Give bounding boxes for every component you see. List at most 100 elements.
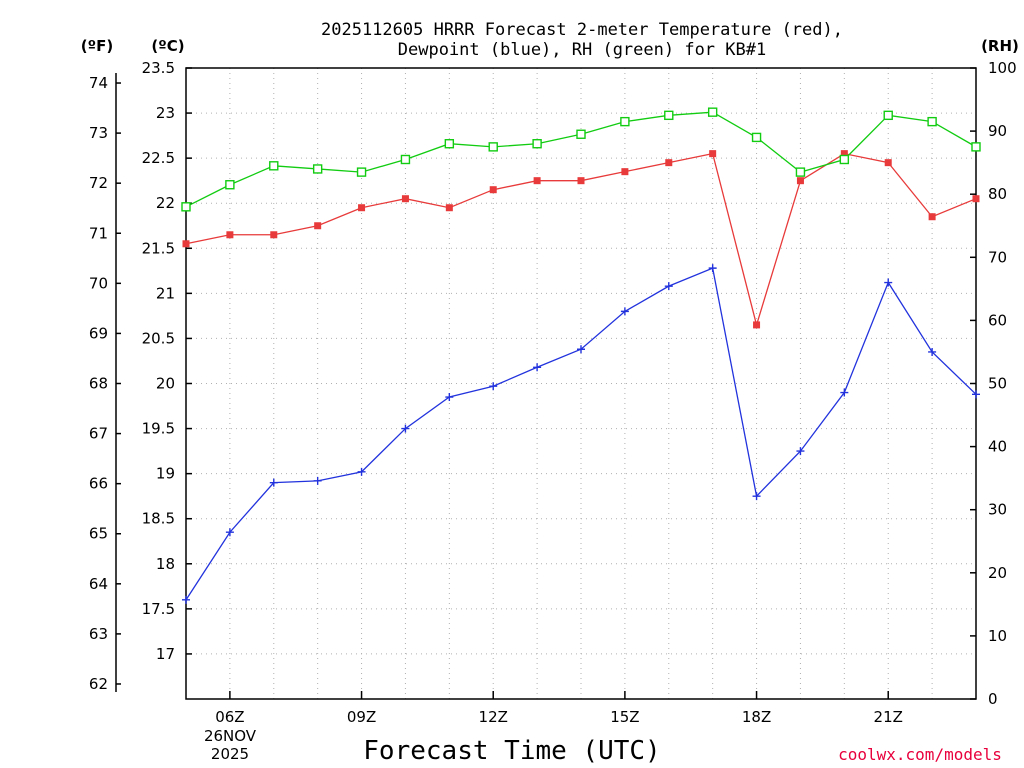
data-point-rh — [883, 110, 893, 121]
data-point-rh — [839, 154, 850, 165]
fahrenheit-tick-label: 67 — [89, 425, 108, 443]
celsius-tick-label: 20.5 — [142, 329, 175, 347]
rh-tick-label: 0 — [988, 690, 998, 708]
series-rh — [181, 107, 981, 212]
celsius-tick-label: 20 — [156, 375, 175, 393]
data-point-rh — [269, 161, 279, 171]
data-point-rh — [927, 116, 937, 127]
x-tick-label: 09Z — [347, 708, 376, 726]
x-start-date-line1: 26NOV — [204, 727, 257, 745]
data-point-dewpoint — [357, 467, 366, 476]
fahrenheit-tick-label: 65 — [89, 525, 108, 543]
data-point-rh — [576, 129, 586, 139]
rh-tick-label: 90 — [988, 122, 1007, 140]
data-point-temperature — [401, 195, 409, 203]
celsius-unit-label: (ºC) — [151, 37, 184, 55]
rh-tick-label: 10 — [988, 627, 1007, 645]
celsius-tick-label: 17.5 — [142, 600, 175, 618]
celsius-tick-label: 23 — [156, 104, 175, 122]
data-point-temperature — [884, 159, 892, 167]
celsius-tick-label: 17 — [156, 645, 175, 663]
data-point-dewpoint — [577, 345, 585, 354]
celsius-tick-label: 23.5 — [142, 59, 175, 77]
data-point-rh — [225, 180, 235, 190]
data-point-temperature — [840, 150, 848, 158]
data-point-dewpoint — [225, 528, 234, 537]
series-line-rh — [185, 111, 977, 208]
fahrenheit-tick-label: 68 — [89, 375, 108, 393]
celsius-tick-label: 22 — [156, 194, 175, 212]
series-dewpoint — [182, 264, 980, 604]
x-tick-label: 15Z — [610, 708, 639, 726]
data-point-temperature — [709, 150, 717, 158]
fahrenheit-tick-label: 74 — [89, 74, 108, 92]
data-point-dewpoint — [401, 424, 410, 433]
data-point-temperature — [445, 204, 453, 212]
data-point-temperature — [314, 222, 322, 230]
axes: 62 63 64 65 66 67 68 69 70 71 72 73 74 17 17.5 18 18.5 19… — [89, 59, 1017, 726]
data-point-dewpoint — [664, 282, 673, 291]
data-point-dewpoint — [752, 492, 761, 501]
data-point-rh — [751, 132, 762, 143]
rh-tick-label: 70 — [988, 248, 1007, 266]
rh-tick-label: 50 — [988, 375, 1007, 393]
data-point-rh — [707, 107, 718, 117]
rh-tick-label: 60 — [988, 311, 1007, 329]
fahrenheit-tick-label: 72 — [89, 174, 108, 192]
rh-tick-label: 20 — [988, 564, 1007, 582]
celsius-tick-label: 22.5 — [142, 149, 175, 167]
data-point-dewpoint — [928, 347, 937, 356]
data-point-temperature — [928, 213, 936, 221]
data-point-dewpoint — [489, 382, 498, 391]
data-point-dewpoint — [620, 307, 629, 316]
x-tick-label: 12Z — [479, 708, 508, 726]
data-point-temperature — [753, 321, 761, 329]
rh-tick-label: 40 — [988, 438, 1007, 456]
celsius-tick-label: 21.5 — [142, 239, 175, 257]
data-point-temperature — [182, 240, 190, 248]
data-point-rh — [795, 167, 806, 177]
data-point-temperature — [270, 231, 278, 239]
celsius-tick-label: 19 — [156, 465, 175, 483]
x-tick-label: 18Z — [742, 708, 771, 726]
credit-label: coolwx.com/models — [838, 745, 1002, 764]
data-point-temperature — [533, 177, 541, 185]
data-point-dewpoint — [445, 393, 454, 402]
fahrenheit-tick-label: 69 — [89, 324, 108, 342]
data-point-temperature — [621, 168, 629, 176]
data-point-dewpoint — [708, 264, 717, 273]
fahrenheit-tick-label: 70 — [89, 274, 108, 292]
data-series — [181, 107, 981, 604]
data-point-dewpoint — [840, 388, 849, 397]
data-point-dewpoint — [269, 478, 278, 487]
rh-unit-label: (RH) — [981, 37, 1019, 55]
rh-tick-label: 30 — [988, 501, 1007, 519]
data-point-temperature — [665, 159, 673, 167]
fahrenheit-tick-label: 62 — [89, 675, 108, 693]
fahrenheit-unit-label: (ºF) — [81, 37, 113, 55]
data-point-rh — [532, 139, 542, 149]
x-axis-label: Forecast Time (UTC) — [363, 736, 660, 766]
data-point-temperature — [358, 204, 366, 212]
rh-tick-label: 80 — [988, 185, 1007, 203]
series-temperature — [182, 150, 980, 329]
fahrenheit-tick-label: 73 — [89, 124, 108, 142]
fahrenheit-tick-label: 64 — [89, 575, 108, 593]
data-point-temperature — [489, 186, 497, 194]
x-tick-label: 06Z — [215, 708, 244, 726]
data-point-dewpoint — [972, 390, 980, 399]
data-point-temperature — [226, 231, 234, 239]
data-point-temperature — [796, 177, 804, 185]
celsius-tick-label: 21 — [156, 284, 175, 302]
data-point-rh — [664, 110, 674, 121]
chart-title: 2025112605 HRRR Forecast 2-meter Tempera… — [321, 20, 843, 40]
data-point-rh — [356, 167, 367, 177]
data-point-dewpoint — [884, 278, 893, 287]
celsius-tick-label: 18.5 — [142, 510, 175, 528]
data-point-temperature — [577, 177, 585, 185]
x-tick-label: 21Z — [874, 708, 903, 726]
fahrenheit-tick-label: 71 — [89, 224, 108, 242]
data-point-dewpoint — [796, 447, 805, 456]
data-point-temperature — [972, 195, 980, 203]
